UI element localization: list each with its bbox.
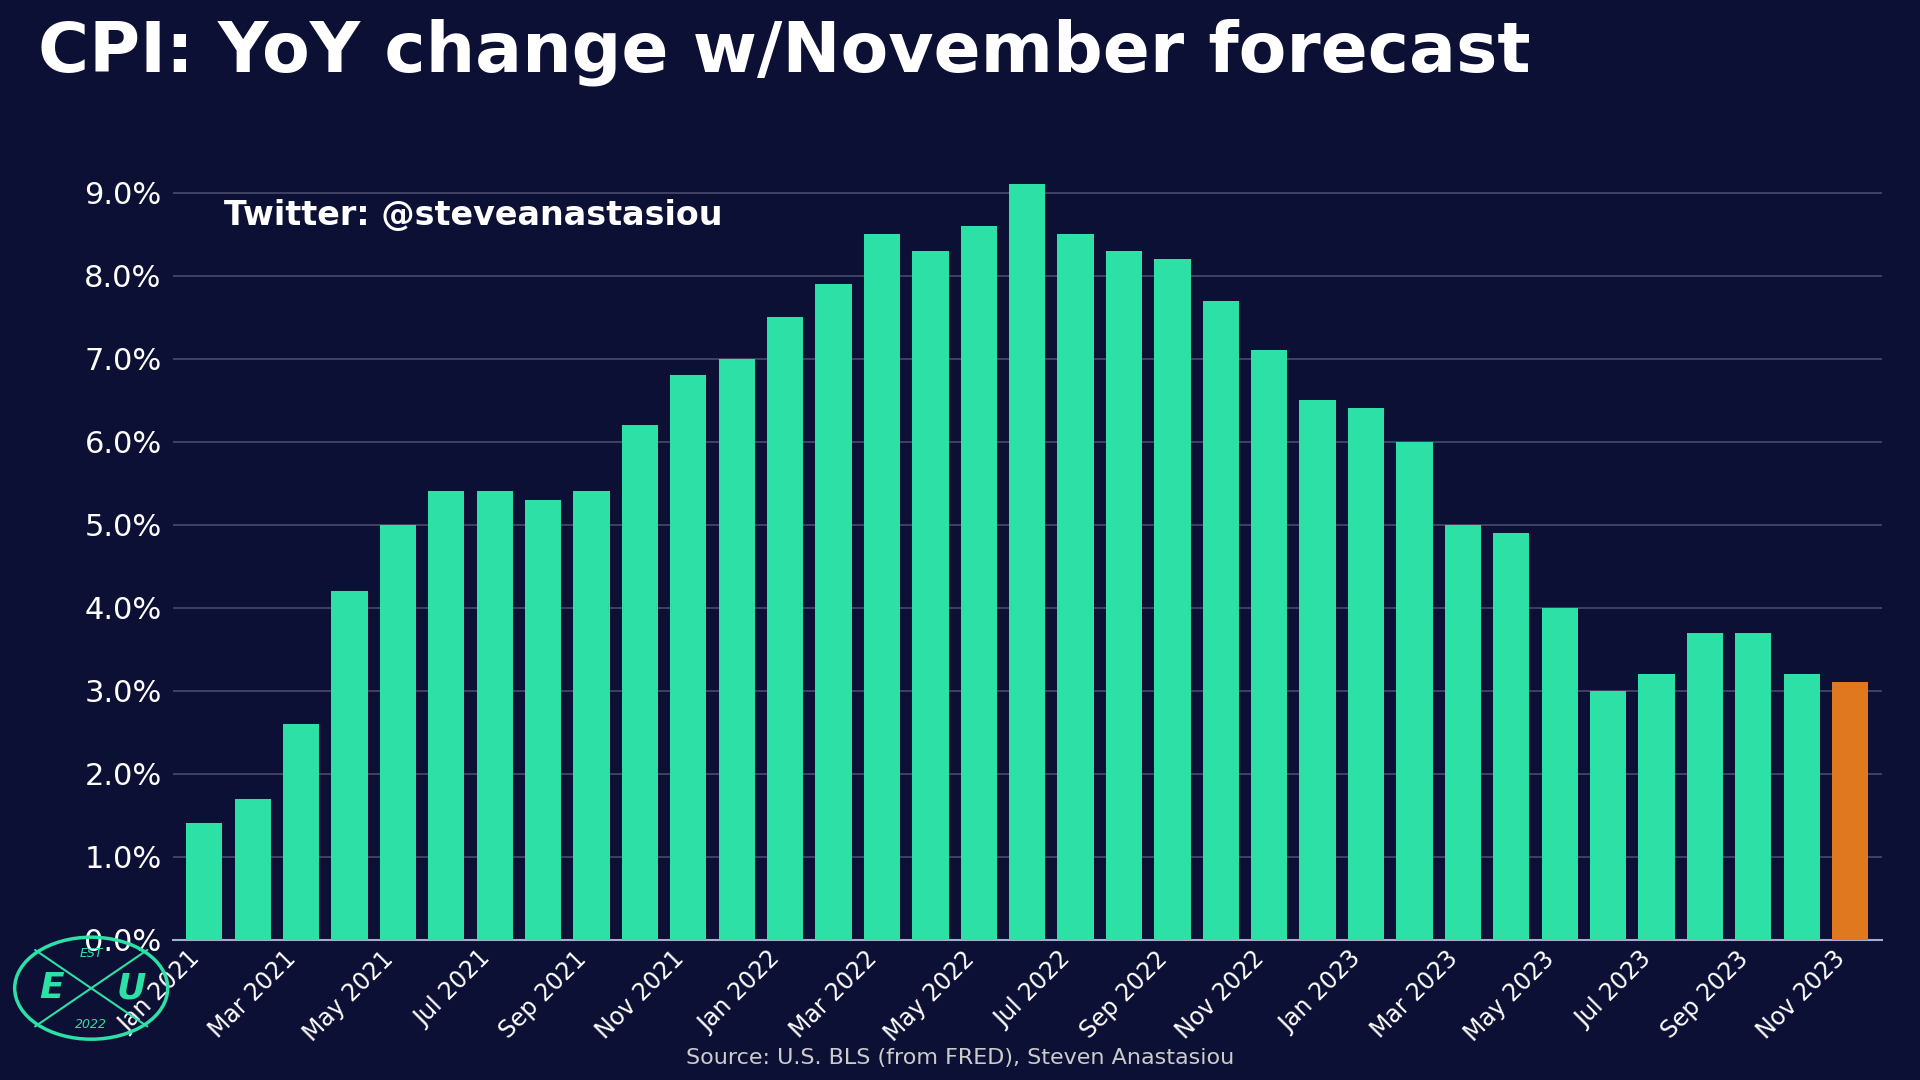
Bar (1784, 674, 1820, 940)
Bar (718, 359, 755, 940)
Bar (524, 500, 561, 940)
Bar (1494, 532, 1530, 940)
Bar (1688, 633, 1722, 940)
Bar (332, 591, 367, 940)
Bar (1154, 259, 1190, 940)
Bar (912, 251, 948, 940)
Bar (1542, 608, 1578, 940)
Text: Source: U.S. BLS (from FRED), Steven Anastasiou: Source: U.S. BLS (from FRED), Steven Ana… (685, 1048, 1235, 1068)
Bar (234, 798, 271, 940)
Bar (1106, 251, 1142, 940)
Bar (1010, 185, 1044, 940)
Bar (816, 284, 852, 940)
Text: U: U (117, 971, 146, 1005)
Bar (1736, 633, 1772, 940)
Bar (864, 234, 900, 940)
Bar (186, 823, 223, 940)
Bar (1202, 300, 1238, 940)
Bar (1590, 690, 1626, 940)
Text: EST: EST (79, 947, 104, 960)
Bar (1058, 234, 1094, 940)
Bar (960, 226, 996, 940)
Bar (380, 525, 417, 940)
Bar (1396, 442, 1432, 940)
Bar (574, 491, 611, 940)
Text: Twitter: @steveanastasiou: Twitter: @steveanastasiou (225, 199, 722, 231)
Bar (1300, 401, 1336, 940)
Bar (1444, 525, 1480, 940)
Text: E: E (38, 971, 63, 1005)
Bar (766, 318, 803, 940)
Bar (1252, 350, 1288, 940)
Bar (282, 724, 319, 940)
Bar (1348, 408, 1384, 940)
Bar (428, 491, 465, 940)
Bar (1638, 674, 1674, 940)
Text: 2022: 2022 (75, 1018, 108, 1031)
Bar (1832, 683, 1868, 940)
Text: CPI: YoY change w/November forecast: CPI: YoY change w/November forecast (38, 19, 1530, 86)
Bar (622, 426, 659, 940)
Bar (670, 375, 707, 940)
Bar (476, 491, 513, 940)
